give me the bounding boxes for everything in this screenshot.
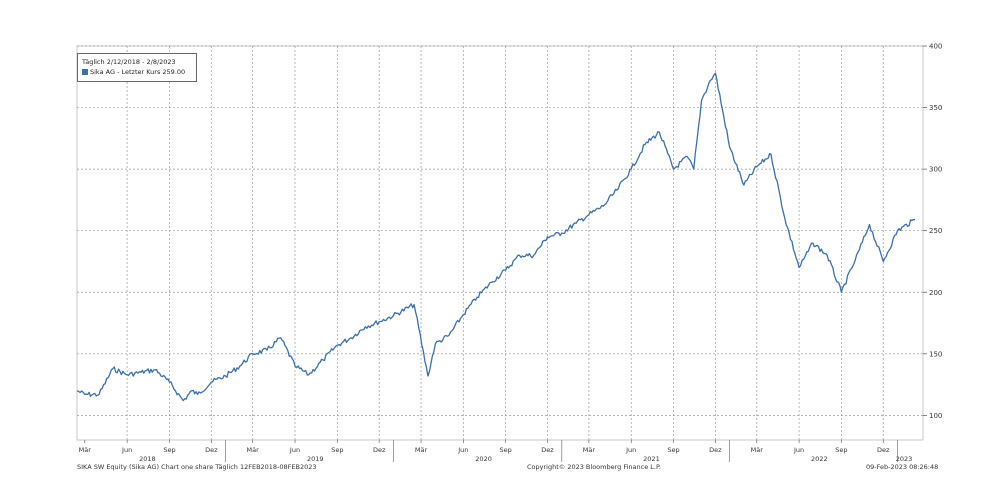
y-tick-label: 200: [929, 289, 942, 297]
month-tick-label: Sep: [500, 446, 512, 454]
legend-series-label: Sika AG - Letzter Kurs 259.00: [90, 68, 186, 76]
year-tick-label: 2018: [139, 455, 156, 463]
plot-frame: [76, 45, 924, 441]
y-tick-label: 350: [929, 104, 942, 112]
month-tick-label: Sep: [331, 446, 343, 454]
month-tick-label: Mär: [415, 446, 428, 454]
year-tick-label: 2023: [896, 455, 913, 463]
month-tick-label: Sep: [163, 446, 175, 454]
y-tick-label: 150: [929, 350, 942, 358]
month-tick-label: Jun: [793, 446, 804, 454]
legend-series-entry: Sika AG - Letzter Kurs 259.00: [82, 67, 192, 77]
y-tick-label: 400: [929, 43, 942, 51]
y-tick-label: 250: [929, 227, 942, 235]
month-tick-label: Jun: [457, 446, 468, 454]
month-tick-label: Mär: [79, 446, 92, 454]
series-line: [76, 72, 915, 402]
month-tick-label: Mär: [583, 446, 596, 454]
month-tick-label: Sep: [835, 446, 847, 454]
month-tick-label: Dez: [877, 446, 890, 454]
footer-timestamp: 09-Feb-2023 08:26:48: [866, 463, 939, 471]
year-tick-label: 2020: [475, 455, 492, 463]
month-tick-label: Dez: [709, 446, 722, 454]
year-tick-label: 2021: [643, 455, 660, 463]
month-tick-label: Dez: [541, 446, 554, 454]
y-tick-label: 100: [929, 412, 942, 420]
month-tick-label: Dez: [205, 446, 218, 454]
month-tick-label: Jun: [289, 446, 300, 454]
month-tick-label: Jun: [625, 446, 636, 454]
legend: Täglich 2/12/2018 - 2/8/2023 Sika AG - L…: [77, 53, 197, 82]
month-tick-label: Dez: [373, 446, 386, 454]
month-tick-label: Mär: [751, 446, 764, 454]
legend-date-range: Täglich 2/12/2018 - 2/8/2023: [82, 58, 176, 66]
year-tick-label: 2022: [811, 455, 828, 463]
legend-swatch: [82, 69, 88, 75]
y-tick-label: 300: [929, 166, 942, 174]
month-tick-label: Mär: [247, 446, 260, 454]
footer-copyright: Copyright© 2023 Bloomberg Finance L.P.: [527, 463, 661, 471]
footer-security: SIKA SW Equity (Sika AG) Chart one share…: [77, 463, 317, 471]
month-tick-label: Jun: [121, 446, 132, 454]
year-tick-label: 2019: [307, 455, 324, 463]
month-tick-label: Sep: [667, 446, 679, 454]
